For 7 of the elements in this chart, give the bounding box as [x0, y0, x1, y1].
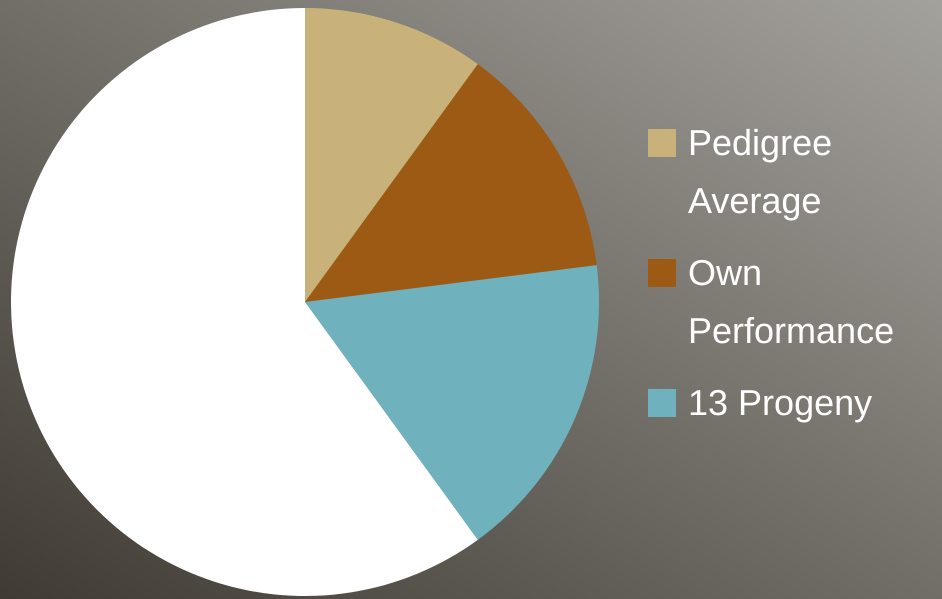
pie-slice: [11, 8, 478, 596]
pie-slice: [305, 265, 599, 540]
legend-label: Own Performance: [688, 252, 894, 350]
legend-label: Pedigree Average: [688, 122, 832, 220]
pie-slice: [305, 8, 478, 302]
pie-slice: [305, 64, 597, 302]
legend-label: 13 Progeny: [688, 382, 872, 422]
